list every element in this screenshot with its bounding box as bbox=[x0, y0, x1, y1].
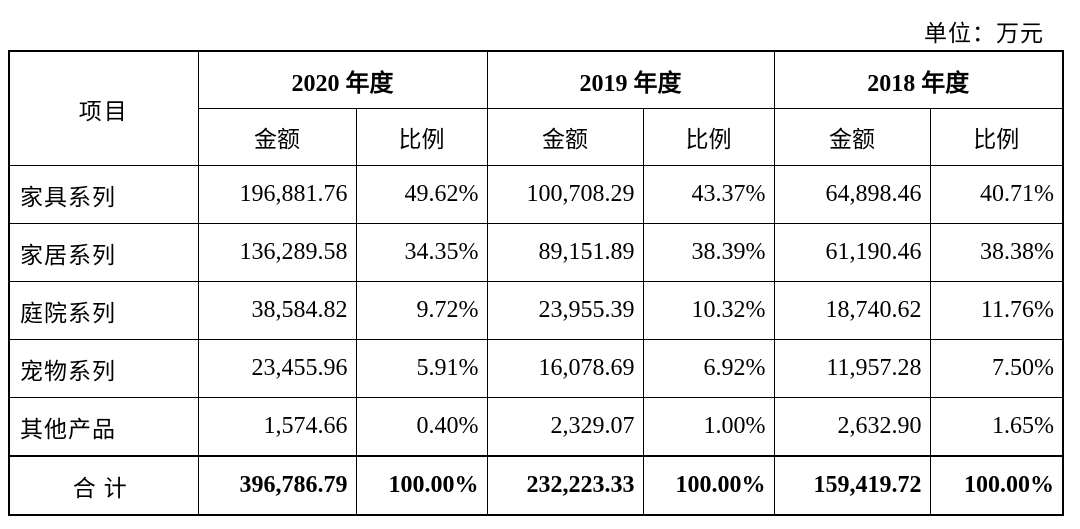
ratio-cell: 38.38% bbox=[929, 223, 1064, 282]
ratio-header: 比例 bbox=[642, 108, 775, 166]
ratio-cell: 49.62% bbox=[355, 165, 488, 224]
total-amount-cell: 232,223.33 bbox=[486, 455, 644, 516]
ratio-cell: 6.92% bbox=[642, 339, 775, 398]
item-column-header: 项目 bbox=[8, 50, 199, 166]
table-row: 家居系列 136,289.58 34.35% 89,151.89 38.39% … bbox=[8, 223, 1064, 282]
amount-cell: 64,898.46 bbox=[773, 165, 931, 224]
table-row: 家具系列 196,881.76 49.62% 100,708.29 43.37%… bbox=[8, 165, 1064, 224]
row-label: 家居系列 bbox=[8, 223, 199, 282]
ratio-cell: 9.72% bbox=[355, 281, 488, 340]
table-row: 宠物系列 23,455.96 5.91% 16,078.69 6.92% 11,… bbox=[8, 339, 1064, 398]
ratio-cell: 10.32% bbox=[642, 281, 775, 340]
amount-header: 金额 bbox=[773, 108, 931, 166]
table-row: 其他产品 1,574.66 0.40% 2,329.07 1.00% 2,632… bbox=[8, 397, 1064, 457]
year-header-2018: 2018 年度 bbox=[773, 50, 1064, 109]
table-row: 庭院系列 38,584.82 9.72% 23,955.39 10.32% 18… bbox=[8, 281, 1064, 340]
amount-cell: 196,881.76 bbox=[197, 165, 357, 224]
total-amount-cell: 159,419.72 bbox=[773, 455, 931, 516]
amount-cell: 1,574.66 bbox=[197, 397, 357, 457]
amount-header: 金额 bbox=[486, 108, 644, 166]
amount-cell: 18,740.62 bbox=[773, 281, 931, 340]
amount-cell: 2,632.90 bbox=[773, 397, 931, 457]
amount-cell: 2,329.07 bbox=[486, 397, 644, 457]
amount-cell: 89,151.89 bbox=[486, 223, 644, 282]
total-ratio-cell: 100.00% bbox=[642, 455, 775, 516]
amount-header: 金额 bbox=[197, 108, 357, 166]
ratio-cell: 7.50% bbox=[929, 339, 1064, 398]
total-amount-cell: 396,786.79 bbox=[197, 455, 357, 516]
ratio-header: 比例 bbox=[355, 108, 488, 166]
amount-cell: 23,955.39 bbox=[486, 281, 644, 340]
row-label: 宠物系列 bbox=[8, 339, 199, 398]
ratio-cell: 1.65% bbox=[929, 397, 1064, 457]
ratio-cell: 43.37% bbox=[642, 165, 775, 224]
ratio-cell: 34.35% bbox=[355, 223, 488, 282]
amount-cell: 11,957.28 bbox=[773, 339, 931, 398]
row-label: 其他产品 bbox=[8, 397, 199, 457]
amount-cell: 136,289.58 bbox=[197, 223, 357, 282]
unit-label: 单位：万元 bbox=[924, 21, 1044, 47]
amount-cell: 16,078.69 bbox=[486, 339, 644, 398]
row-label: 庭院系列 bbox=[8, 281, 199, 340]
header-row-years: 项目 2020 年度 2019 年度 2018 年度 bbox=[8, 50, 1064, 166]
ratio-cell: 1.00% bbox=[642, 397, 775, 457]
ratio-cell: 5.91% bbox=[355, 339, 488, 398]
amount-cell: 61,190.46 bbox=[773, 223, 931, 282]
year-header-2019: 2019 年度 bbox=[486, 50, 775, 109]
revenue-by-product-table: 项目 2020 年度 2019 年度 2018 年度 金额 比例 金额 比例 金… bbox=[8, 50, 1064, 516]
ratio-cell: 11.76% bbox=[929, 281, 1064, 340]
amount-cell: 23,455.96 bbox=[197, 339, 357, 398]
total-label: 合计 bbox=[8, 455, 199, 516]
ratio-cell: 40.71% bbox=[929, 165, 1064, 224]
amount-cell: 38,584.82 bbox=[197, 281, 357, 340]
ratio-header: 比例 bbox=[929, 108, 1064, 166]
ratio-cell: 38.39% bbox=[642, 223, 775, 282]
total-ratio-cell: 100.00% bbox=[929, 455, 1064, 516]
total-ratio-cell: 100.00% bbox=[355, 455, 488, 516]
total-row: 合计 396,786.79 100.00% 232,223.33 100.00%… bbox=[8, 455, 1064, 516]
year-header-2020: 2020 年度 bbox=[197, 50, 488, 109]
amount-cell: 100,708.29 bbox=[486, 165, 644, 224]
row-label: 家具系列 bbox=[8, 165, 199, 224]
ratio-cell: 0.40% bbox=[355, 397, 488, 457]
